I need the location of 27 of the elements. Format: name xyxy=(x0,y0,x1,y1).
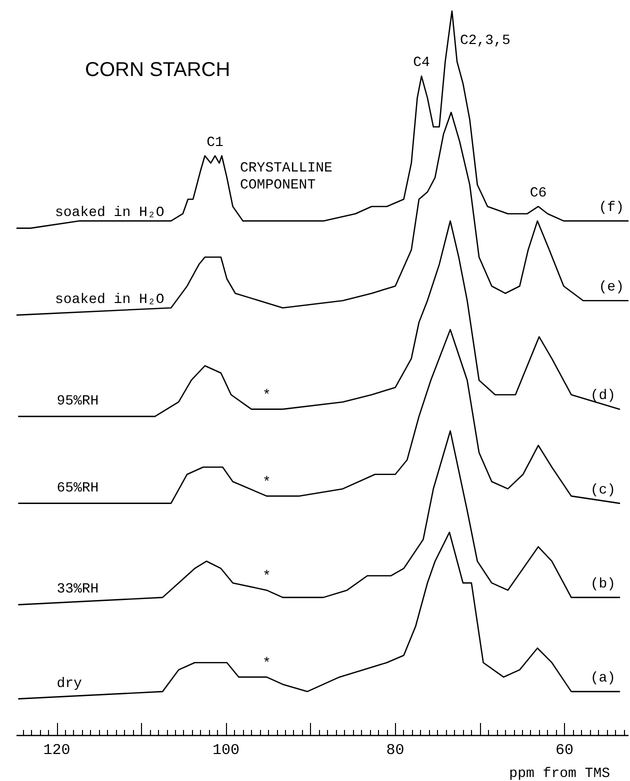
annotation: (a) xyxy=(590,670,616,687)
x-tick-label: 100 xyxy=(212,742,240,759)
annotation: * xyxy=(262,388,271,404)
annotation: C2,3,5 xyxy=(460,33,510,49)
series-label: 95%RH xyxy=(56,393,99,410)
annotation: (d) xyxy=(590,388,616,404)
x-tick-label: 60 xyxy=(556,742,574,759)
x-axis-title: ppm from TMS xyxy=(509,766,610,781)
series-label: soaked in H₂O xyxy=(55,292,164,308)
annotation: CRYSTALLINE COMPONENT xyxy=(240,160,332,194)
annotation: (f) xyxy=(598,200,624,216)
series-label: 33%RH xyxy=(56,582,99,598)
annotation: C1 xyxy=(206,134,224,151)
annotation: (e) xyxy=(598,280,624,296)
annotation: * xyxy=(262,569,271,586)
annotation: C6 xyxy=(530,185,547,202)
annotation: * xyxy=(262,656,271,672)
text: CORN STARCH xyxy=(85,59,230,81)
annotation: (b) xyxy=(590,576,616,592)
annotation: (c) xyxy=(590,482,616,498)
series-label: soaked in H₂O xyxy=(55,205,164,222)
annotation: C4 xyxy=(413,55,430,72)
x-tick-label: 80 xyxy=(386,742,404,759)
series-label: 65%RH xyxy=(56,480,99,496)
annotation: * xyxy=(262,475,271,492)
x-tick-label: 120 xyxy=(43,742,70,759)
series-label: dry xyxy=(56,676,82,692)
